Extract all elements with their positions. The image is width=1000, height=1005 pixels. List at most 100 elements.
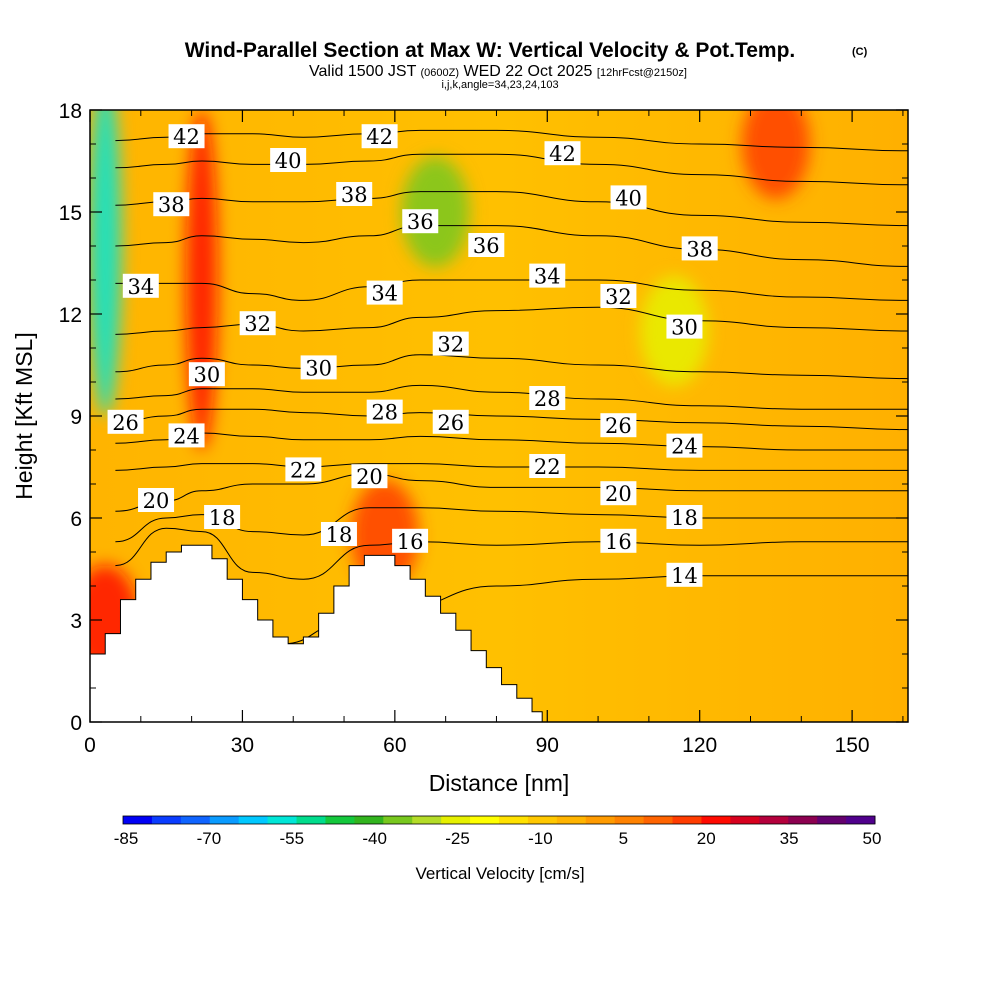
- contour-label-text: 14: [671, 564, 698, 588]
- contour-label-text: 26: [112, 411, 139, 435]
- chart-title-unit: (C): [852, 46, 868, 58]
- contour-label-28: 28: [366, 399, 403, 425]
- colorbar-swatch: [643, 816, 674, 824]
- colorbar-swatch: [325, 816, 355, 824]
- contour-label-box: [529, 454, 566, 478]
- contour-label-box: [300, 355, 337, 380]
- x-tick-label: 60: [383, 734, 406, 757]
- contour-label-box: [600, 413, 637, 438]
- colorbar-swatch: [383, 816, 413, 824]
- y-tick-label: 0: [70, 712, 82, 735]
- contour-label-40: 40: [610, 185, 647, 210]
- contour-label-20: 20: [138, 488, 175, 513]
- plot-area: 42 42 42 40 40 38 38 38 36 36 34 34 34 32 32 32 30 30 30 28…: [90, 110, 908, 722]
- contour-label-text: 40: [275, 149, 302, 173]
- x-tick-label: 150: [835, 734, 870, 757]
- contour-label-text: 42: [366, 125, 393, 149]
- contour-label-text: 32: [437, 333, 464, 357]
- colorbar-tick-label: -25: [445, 829, 470, 848]
- contour-label-box: [336, 182, 373, 206]
- chart-subtitle: Valid 1500 JST (0600Z) WED 22 Oct 2025 […: [309, 63, 687, 80]
- contour-label-text: 40: [615, 186, 642, 210]
- theta-contour-28: [115, 384, 908, 410]
- contour-label-box: [138, 488, 175, 512]
- subtitle-valid: Valid 1500 JST: [309, 63, 417, 80]
- contour-label-text: 18: [326, 523, 353, 547]
- contour-label-text: 22: [290, 458, 317, 482]
- x-tick-label: 30: [231, 734, 254, 757]
- contour-label-box: [320, 522, 357, 546]
- contour-label-22: 22: [529, 454, 566, 479]
- colorbar-tick-label: -55: [279, 829, 304, 848]
- contour-label-box: [204, 505, 241, 529]
- contour-label-box: [468, 233, 505, 257]
- contour-label-text: 38: [686, 237, 713, 261]
- contour-label-30: 30: [666, 314, 703, 340]
- theta-contour-18: [115, 507, 908, 543]
- colorbar-label: Vertical Velocity [cm/s]: [415, 864, 584, 883]
- contour-label-18: 18: [320, 522, 357, 547]
- theta-contour-40: [115, 153, 908, 186]
- contour-label-box: [432, 409, 469, 434]
- contour-label-text: 28: [371, 401, 398, 425]
- colorbar-swatch: [701, 816, 731, 824]
- contour-label-box: [392, 528, 429, 553]
- theta-contour-38: [115, 191, 908, 227]
- y-tick-label: 6: [70, 508, 82, 531]
- colorbar-swatch: [614, 816, 645, 824]
- contour-label-box: [366, 399, 403, 424]
- subtitle-forecast: [12hrFcst@2150z]: [597, 67, 687, 79]
- contour-label-box: [188, 362, 225, 387]
- contour-label-text: 30: [193, 363, 220, 387]
- contour-label-box: [239, 311, 276, 336]
- contour-label-text: 18: [209, 506, 236, 530]
- y-tick-label: 15: [59, 202, 82, 225]
- contour-label-36: 36: [468, 233, 505, 258]
- contour-label-box: [168, 124, 205, 149]
- x-axis-ticks: 0 30 60 90 120 150: [84, 110, 904, 757]
- y-tick-label: 18: [59, 100, 82, 123]
- colorbar-swatch: [441, 816, 471, 824]
- colorbar-swatch: [354, 816, 384, 824]
- y-tick-label: 3: [70, 610, 82, 633]
- contour-label-box: [107, 409, 144, 434]
- contour-label-text: 32: [605, 285, 632, 309]
- contour-label-26: 26: [107, 409, 144, 435]
- x-tick-label: 0: [84, 734, 96, 757]
- colorbar-swatch: [151, 816, 182, 824]
- y-axis-label: Height [Kft MSL]: [11, 332, 37, 499]
- contour-label-box: [600, 481, 637, 506]
- contour-label-box: [402, 209, 439, 234]
- contour-label-text: 42: [173, 125, 200, 149]
- colorbar-tick-label: -85: [114, 829, 139, 848]
- subtitle-utc: (0600Z): [421, 67, 460, 79]
- colorbar-swatch: [759, 816, 789, 824]
- terrain-mask: [90, 544, 543, 722]
- contour-label-box: [529, 386, 566, 410]
- contour-label-32: 32: [432, 331, 469, 357]
- contour-label-box: [666, 505, 703, 529]
- contour-label-box: [168, 423, 205, 448]
- colorbar-tick-label: -10: [528, 829, 553, 848]
- theta-contour-22: [115, 463, 908, 471]
- contour-label-box: [666, 562, 703, 587]
- y-tick-label: 12: [59, 304, 82, 327]
- shading-feature-4: [741, 110, 810, 199]
- x-axis-label: Distance [nm]: [429, 770, 570, 796]
- colorbar-tick-label: -70: [197, 829, 222, 848]
- colorbar-swatch: [209, 816, 240, 824]
- colorbar-tick-label: 20: [697, 829, 716, 848]
- theta-contour-34: [115, 279, 908, 301]
- contour-label-box: [366, 280, 403, 305]
- colorbar-swatch: [412, 816, 442, 824]
- x-tick-label: 120: [682, 734, 717, 757]
- contour-label-30: 30: [188, 362, 225, 387]
- contour-label-40: 40: [270, 148, 307, 173]
- theta-contour-32: [115, 306, 908, 335]
- contour-label-text: 20: [605, 482, 632, 506]
- colorbar-swatch: [527, 816, 558, 824]
- contour-label-text: 34: [534, 265, 561, 289]
- contour-label-text: 24: [671, 435, 698, 459]
